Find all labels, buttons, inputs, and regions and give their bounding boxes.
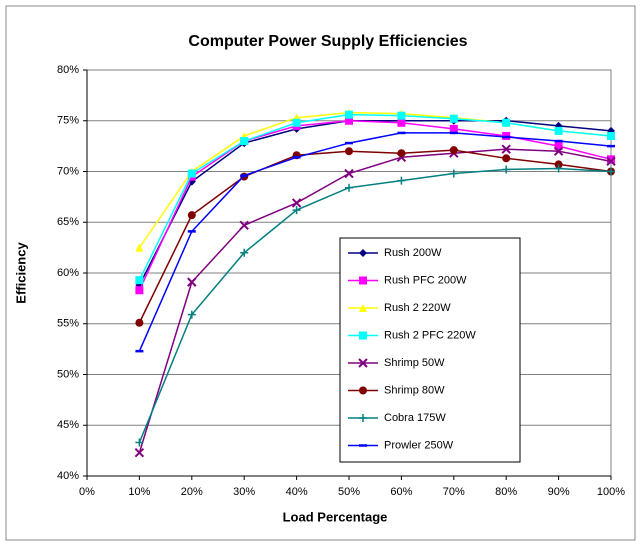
series-line xyxy=(138,120,612,286)
marker xyxy=(359,386,367,395)
legend-label: Shrimp 50W xyxy=(384,357,445,369)
marker xyxy=(135,243,144,252)
series-line xyxy=(138,119,612,291)
legend-label: Rush 2 220W xyxy=(384,302,451,314)
marker xyxy=(359,276,367,285)
legend-label: Shrimp 80W xyxy=(384,384,445,396)
x-tick-label: 60% xyxy=(390,486,412,498)
marker xyxy=(359,304,367,312)
legend-label: Rush 2 PFC 220W xyxy=(384,329,476,341)
marker xyxy=(359,249,367,257)
y-tick-label: 50% xyxy=(57,368,79,380)
chart-title: Computer Power Supply Efficiencies xyxy=(188,33,467,50)
marker xyxy=(292,206,301,215)
y-axis-label: Efficiency xyxy=(13,242,28,304)
x-tick-label: 0% xyxy=(79,486,95,498)
x-tick-label: 40% xyxy=(286,486,308,498)
marker xyxy=(397,176,406,185)
marker xyxy=(397,118,406,127)
marker xyxy=(607,167,615,176)
marker xyxy=(187,169,196,178)
x-tick-label: 80% xyxy=(495,486,517,498)
marker xyxy=(292,118,301,127)
marker xyxy=(502,154,511,163)
marker xyxy=(359,414,367,422)
marker xyxy=(187,310,196,319)
marker xyxy=(345,147,353,156)
marker xyxy=(135,276,144,285)
marker xyxy=(240,137,249,146)
marker xyxy=(606,156,616,167)
marker xyxy=(502,118,511,127)
marker xyxy=(449,124,458,133)
x-tick-label: 90% xyxy=(548,486,570,498)
series-line xyxy=(138,113,612,281)
y-tick-label: 65% xyxy=(57,216,79,228)
legend-label: Prowler 250W xyxy=(384,439,454,451)
series-line xyxy=(138,148,612,453)
x-tick-label: 20% xyxy=(181,486,203,498)
marker xyxy=(358,358,368,368)
marker xyxy=(554,142,563,151)
marker xyxy=(554,126,563,135)
y-tick-label: 60% xyxy=(57,267,79,279)
marker xyxy=(554,164,563,173)
legend-label: Rush PFC 200W xyxy=(384,274,467,286)
y-tick-label: 55% xyxy=(57,318,79,330)
x-tick-label: 100% xyxy=(597,486,625,498)
marker xyxy=(344,168,354,179)
x-tick-label: 30% xyxy=(233,486,255,498)
y-tick-label: 70% xyxy=(57,165,79,177)
marker xyxy=(397,149,406,158)
x-tick-label: 10% xyxy=(128,486,150,498)
marker xyxy=(345,183,353,192)
series-line xyxy=(138,167,612,443)
marker xyxy=(345,116,353,125)
marker xyxy=(134,447,145,458)
marker xyxy=(607,155,615,164)
marker xyxy=(291,198,302,208)
legend-label: Cobra 175W xyxy=(384,412,446,424)
marker xyxy=(135,286,144,295)
x-tick-label: 70% xyxy=(443,486,465,498)
legend-label: Rush 200W xyxy=(384,247,442,259)
marker xyxy=(240,248,249,257)
marker xyxy=(449,146,458,155)
y-tick-label: 45% xyxy=(57,419,79,431)
marker xyxy=(449,114,458,123)
marker xyxy=(187,211,196,220)
marker xyxy=(135,438,144,447)
marker xyxy=(502,165,511,174)
series-line xyxy=(138,132,612,352)
y-tick-label: 40% xyxy=(57,470,79,482)
legend-box xyxy=(339,237,521,463)
x-axis-label: Load Percentage xyxy=(283,509,388,524)
marker xyxy=(449,169,458,178)
marker xyxy=(397,111,406,120)
marker xyxy=(607,131,615,140)
marker xyxy=(135,318,144,327)
series-line xyxy=(138,149,612,324)
x-tick-label: 50% xyxy=(338,486,360,498)
y-tick-label: 80% xyxy=(57,64,79,76)
marker xyxy=(359,331,367,340)
marker xyxy=(239,220,249,231)
marker xyxy=(553,146,564,156)
y-tick-label: 75% xyxy=(57,115,79,127)
marker xyxy=(345,110,353,119)
marker xyxy=(501,144,511,154)
marker xyxy=(187,277,197,287)
marker xyxy=(554,160,563,169)
